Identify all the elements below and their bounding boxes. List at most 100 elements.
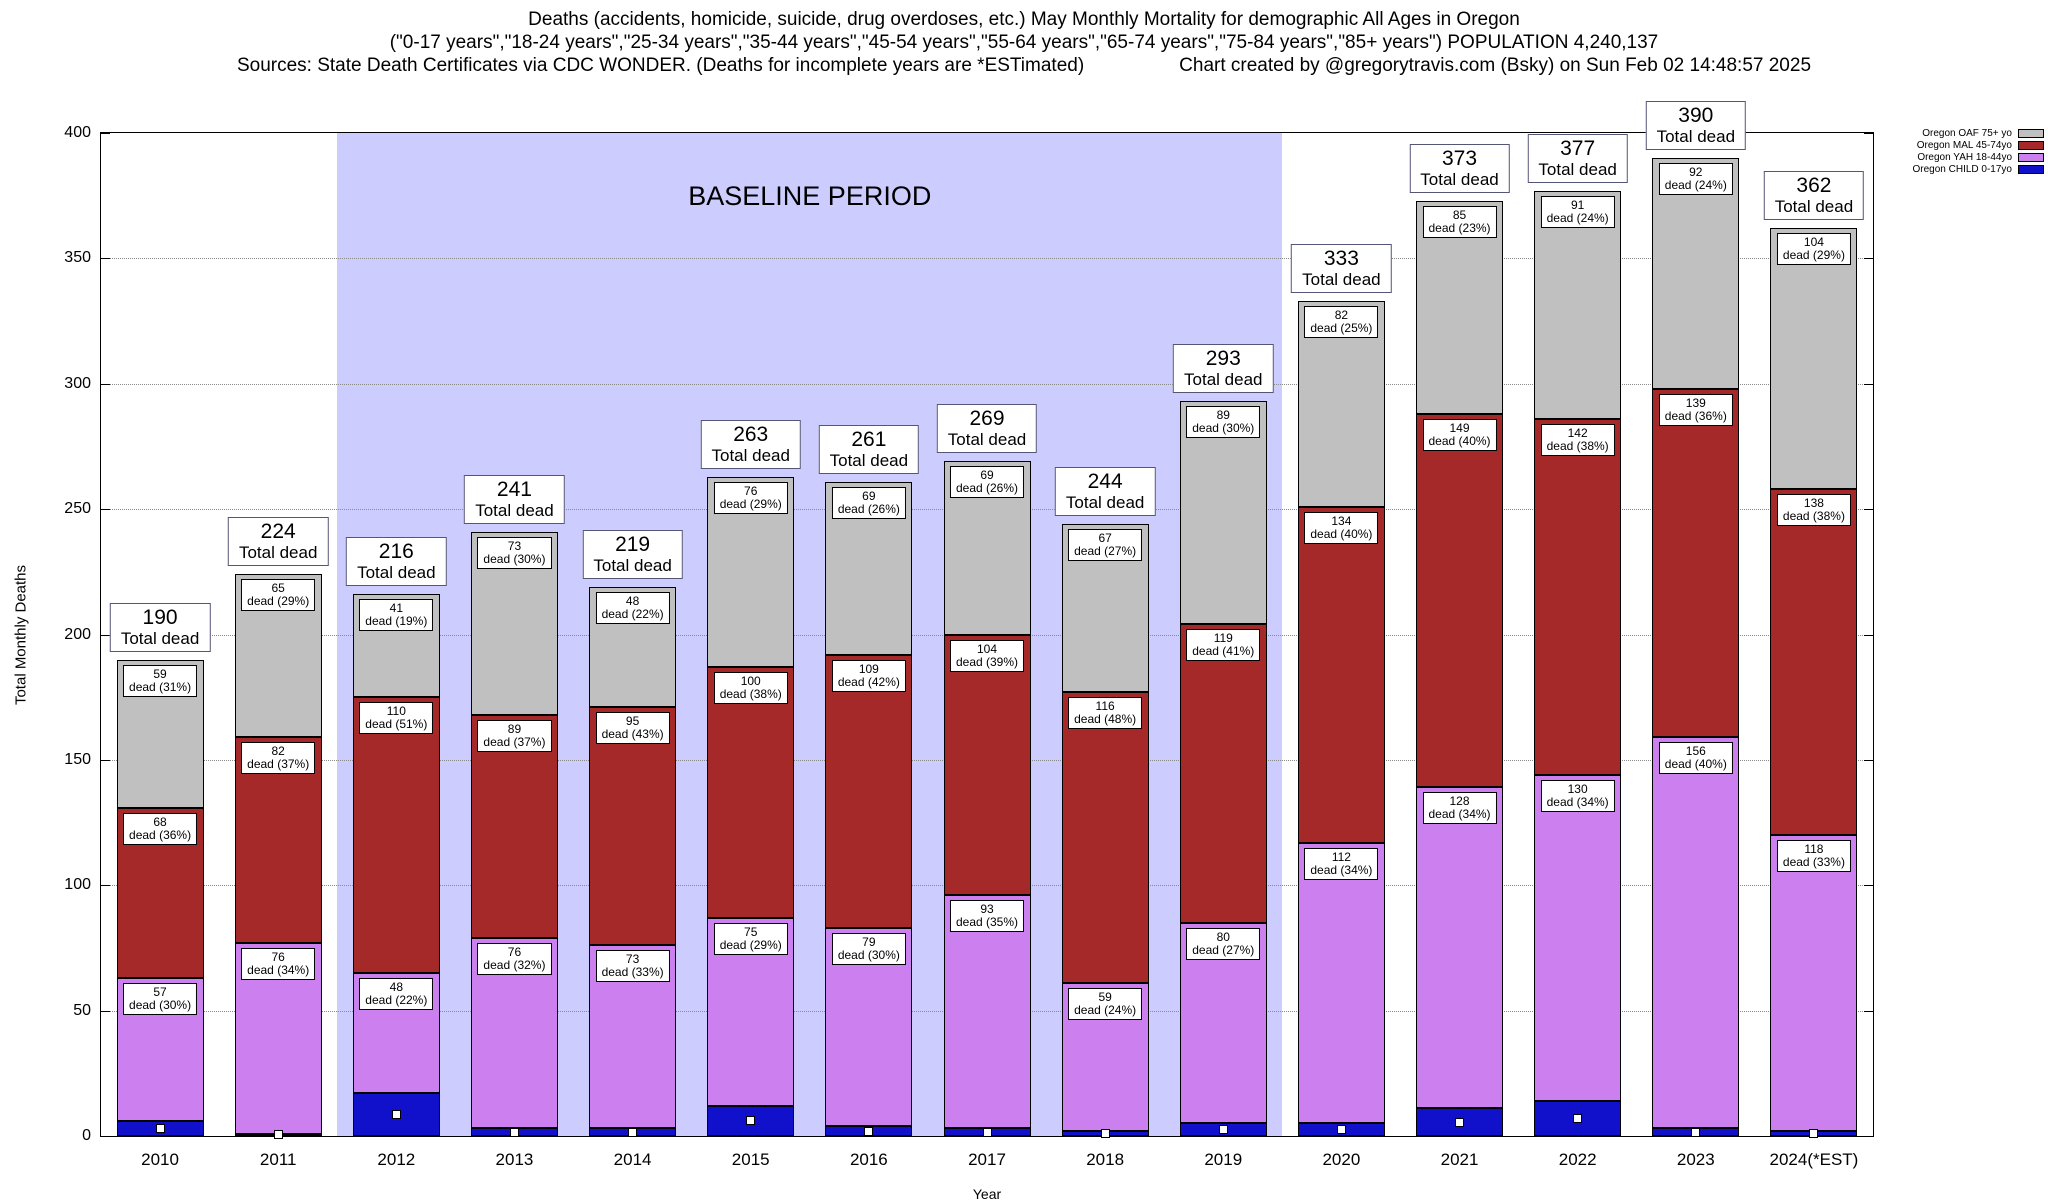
bar-2023-label-yah: 156 dead (40%) — [1658, 742, 1733, 775]
legend-label: Oregon OAF 75+ yo — [1922, 128, 2012, 139]
bar-2023-segment-oaf — [1652, 158, 1740, 389]
bar-2011-label-mal: 82 dead (37%) — [241, 742, 316, 775]
y-tick-mark — [101, 634, 110, 636]
bar-2010-label-oaf: 59 dead (31%) — [123, 664, 198, 697]
bar-2015-label-yah: 75 dead (29%) — [713, 922, 788, 955]
bar-2019-segment-mal — [1179, 624, 1267, 923]
x-tick-label-2018: 2018 — [1086, 1150, 1125, 1169]
total-dead-label-2020: 333 Total dead — [1291, 244, 1392, 294]
bar-2017-segment-mal — [943, 634, 1031, 896]
bar-2014-label-mal: 95 dead (43%) — [595, 712, 670, 745]
y-tick-label: 100 — [64, 876, 91, 894]
total-dead-label-2016: 261 Total dead — [818, 424, 920, 474]
bar-2017-label-mal: 104 dead (39%) — [949, 639, 1025, 672]
y-tick-mark — [1864, 759, 1873, 761]
total-dead-label-2012: 216 Total dead — [346, 537, 447, 587]
total-dead-label-2023: 390 Total dead — [1645, 101, 1747, 151]
bar-2023-segment-mal — [1652, 388, 1740, 738]
y-tick-mark — [1864, 509, 1873, 511]
child-marker-2020 — [1336, 1125, 1346, 1135]
baseline-period-label: BASELINE PERIOD — [688, 181, 932, 211]
child-marker-2013 — [509, 1127, 519, 1137]
bar-2016-segment-mal — [825, 654, 913, 928]
y-tick-mark — [101, 258, 110, 260]
total-dead-label-2021: 373 Total dead — [1409, 143, 1510, 193]
plot-area: Total Monthly Deaths Year BASELINE PERIO… — [13, 101, 1874, 1200]
x-tick-label-2020: 2020 — [1322, 1150, 1361, 1169]
total-dead-label-2013: 241 Total dead — [464, 474, 565, 524]
total-dead-label-2017: 269 Total dead — [936, 404, 1038, 454]
bar-2014-label-oaf: 48 dead (22%) — [595, 591, 670, 624]
total-dead-label-2022: 377 Total dead — [1527, 133, 1628, 183]
bar-2018-segment-mal — [1061, 692, 1149, 984]
bar-2021-segment-yah — [1416, 787, 1504, 1109]
bar-2017-segment-yah — [943, 895, 1031, 1129]
y-tick-mark — [1864, 133, 1873, 134]
bar-2018-label-yah: 59 dead (24%) — [1068, 988, 1143, 1021]
bar-2021-label-oaf: 85 dead (23%) — [1422, 205, 1497, 238]
total-dead-label-2011: 224 Total dead — [227, 517, 329, 567]
bar-2018-label-mal: 116 dead (48%) — [1068, 697, 1143, 730]
bar-2012-label-oaf: 41 dead (19%) — [359, 599, 434, 632]
bar-2012-label-mal: 110 dead (51%) — [359, 702, 434, 735]
bar-2022-segment-yah — [1534, 774, 1622, 1101]
bar-2022-segment-oaf — [1534, 190, 1622, 419]
bar-2024(*EST)-segment-mal — [1770, 489, 1858, 836]
x-tick-label-2012: 2012 — [377, 1150, 416, 1169]
bar-2022-label-yah: 130 dead (34%) — [1540, 779, 1615, 812]
bar-2015-label-oaf: 76 dead (29%) — [713, 481, 788, 514]
total-dead-label-2024(*EST): 362 Total dead — [1763, 171, 1865, 221]
x-tick-label-2014: 2014 — [613, 1150, 652, 1169]
bar-2015-label-mal: 100 dead (38%) — [713, 672, 788, 705]
legend-swatch — [2018, 153, 2044, 162]
y-tick-label: 50 — [73, 1001, 91, 1019]
bar-2023-segment-yah — [1652, 737, 1740, 1129]
legend-swatch — [2018, 165, 2044, 174]
child-marker-2016 — [864, 1126, 874, 1136]
total-dead-label-2018: 244 Total dead — [1054, 467, 1156, 517]
gridline — [101, 383, 1873, 385]
y-tick-mark — [101, 133, 110, 134]
x-tick-label-2015: 2015 — [731, 1150, 770, 1169]
bar-2019-segment-oaf — [1179, 401, 1267, 625]
bar-2019-label-yah: 80 dead (27%) — [1186, 927, 1261, 960]
y-tick-label: 400 — [64, 124, 91, 141]
x-tick-label-2021: 2021 — [1440, 1150, 1479, 1169]
bar-2016-label-oaf: 69 dead (26%) — [831, 486, 906, 519]
child-marker-2010 — [155, 1123, 165, 1133]
bar-2022-label-oaf: 91 dead (24%) — [1540, 195, 1615, 228]
bar-2022-label-mal: 142 dead (38%) — [1540, 423, 1615, 456]
bar-2011-label-oaf: 65 dead (29%) — [241, 579, 316, 612]
x-tick-label-2022: 2022 — [1558, 1150, 1597, 1169]
y-tick-mark — [101, 885, 110, 887]
chart-title-line1: Deaths (accidents, homicide, suicide, dr… — [528, 9, 1520, 30]
total-dead-label-2019: 293 Total dead — [1173, 344, 1274, 394]
chart-sources-text: Sources: State Death Certificates via CD… — [236, 55, 1085, 76]
bar-2014-label-yah: 73 dead (33%) — [595, 950, 670, 983]
child-marker-2023 — [1691, 1127, 1701, 1137]
chart-title-line3: Sources: State Death Certificates via CD… — [0, 55, 2048, 77]
y-tick-mark — [1864, 1010, 1873, 1012]
y-tick-label: 250 — [64, 500, 91, 518]
legend: Oregon OAF 75+ yo Oregon MAL 45-74yo Orego… — [1912, 128, 2044, 175]
y-tick-label: 200 — [64, 625, 91, 643]
total-dead-label-2010: 190 Total dead — [109, 602, 211, 652]
bar-2020-label-mal: 134 dead (40%) — [1304, 511, 1379, 544]
x-tick-label-2024(*EST): 2024(*EST) — [1769, 1150, 1859, 1169]
bar-2020-segment-yah — [1297, 842, 1385, 1124]
legend-label: Oregon CHILD 0-17yo — [1912, 164, 2013, 175]
y-tick-label: 150 — [64, 750, 91, 768]
x-tick-label-2023: 2023 — [1676, 1150, 1715, 1169]
bar-2023-label-mal: 139 dead (36%) — [1658, 393, 1733, 426]
bar-2019-label-mal: 119 dead (41%) — [1186, 629, 1261, 662]
child-marker-2015 — [746, 1116, 756, 1126]
bar-2014-segment-mal — [589, 707, 677, 946]
bar-2019-label-oaf: 89 dead (30%) — [1186, 406, 1261, 439]
total-dead-label-2015: 263 Total dead — [700, 419, 801, 469]
y-tick-mark — [1864, 1136, 1873, 1137]
bar-2024(*EST)-label-oaf: 104 dead (29%) — [1776, 233, 1851, 266]
bar-2021-label-mal: 149 dead (40%) — [1422, 418, 1497, 451]
legend-item: Oregon MAL 45-74yo — [1917, 140, 2044, 151]
x-tick-label-2016: 2016 — [849, 1150, 888, 1169]
